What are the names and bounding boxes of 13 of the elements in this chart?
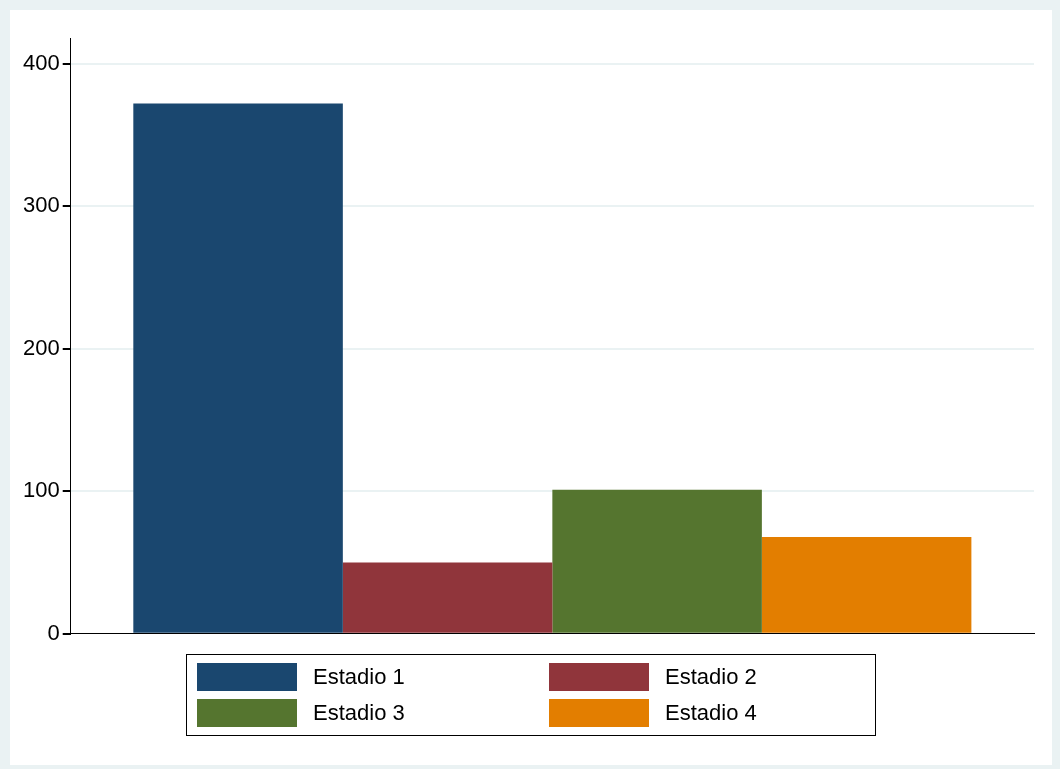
y-tick-label: 100 [22, 477, 60, 503]
y-tick-label: 200 [22, 334, 60, 360]
bar [552, 489, 762, 633]
bar [342, 562, 553, 633]
y-tick-label: 400 [22, 49, 60, 75]
y-tick-label: 300 [22, 192, 60, 218]
legend-label: Estadio 3 [313, 700, 406, 726]
legend-label: Estadio 1 [313, 664, 406, 690]
bar [761, 536, 972, 633]
bar [133, 103, 343, 633]
y-tick-label: 0 [47, 619, 60, 645]
legend-label: Estadio 2 [665, 664, 758, 690]
legend-label: Estadio 4 [665, 700, 758, 726]
